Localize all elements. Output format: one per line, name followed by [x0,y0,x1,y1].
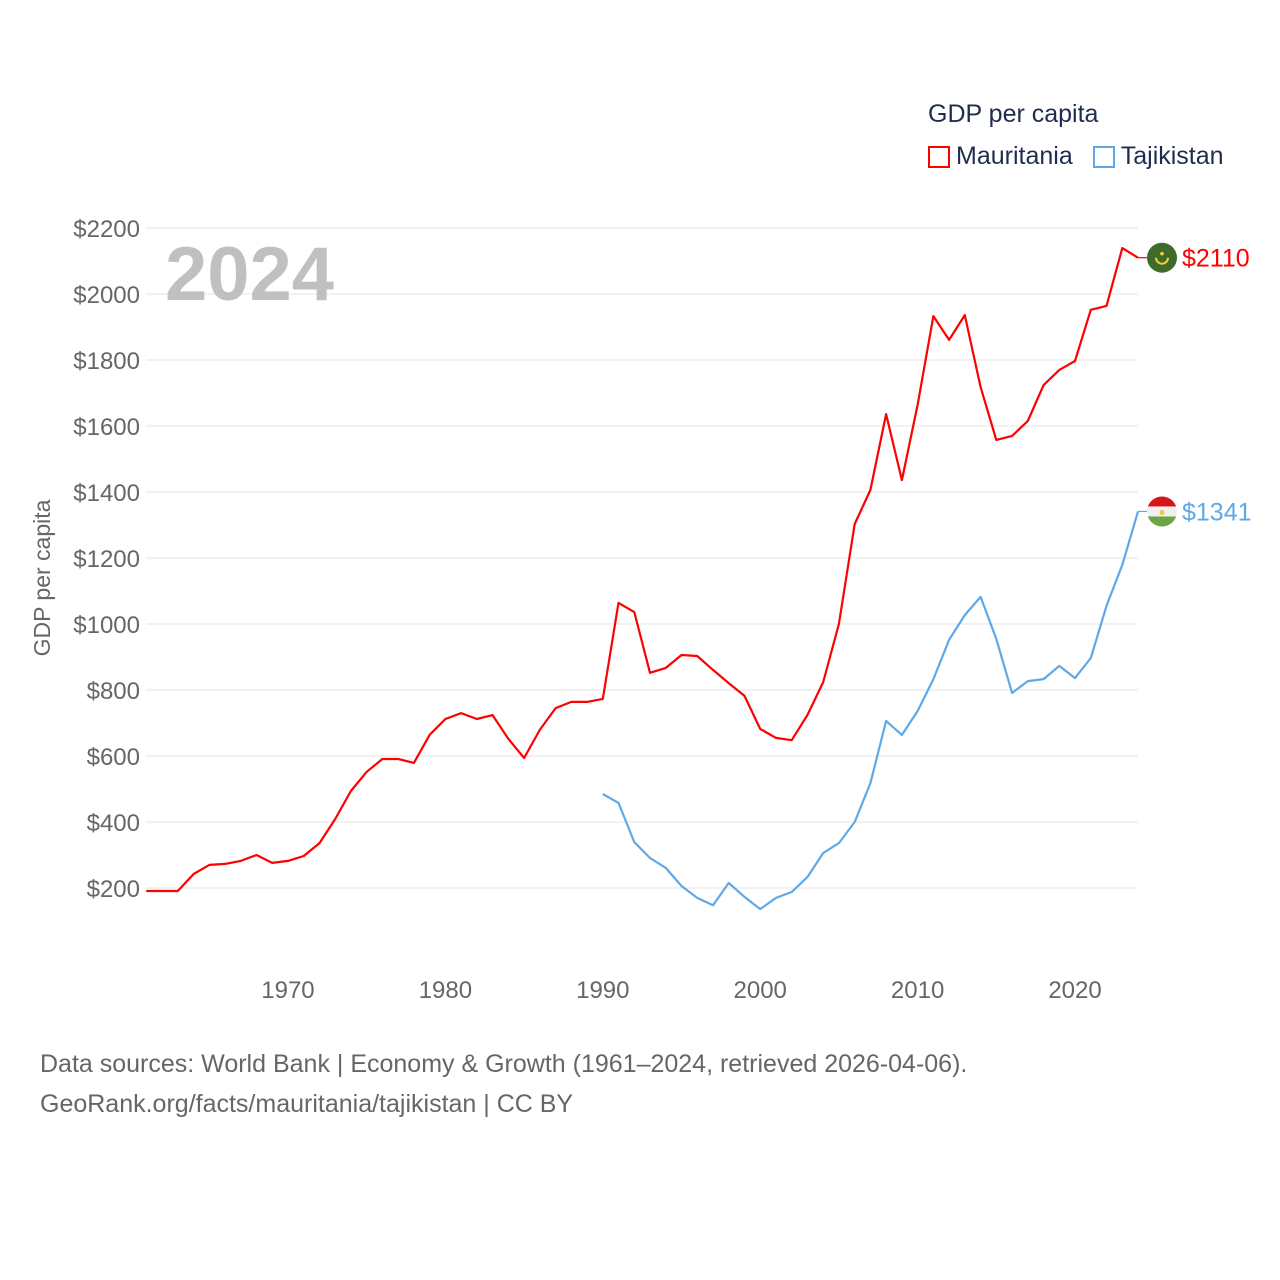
y-tick-label: $400 [87,810,140,837]
legend-swatch [928,145,950,168]
end-value-label: $1341 [1182,498,1252,526]
legend-label: Tajikistan [1120,142,1224,170]
data-sources: Data sources: World Bank | Economy & Gro… [40,1050,968,1078]
x-tick-label: 1970 [261,977,314,1004]
y-axis-label: GDP per capita [29,499,55,656]
y-tick-label: $1600 [73,414,140,441]
y-tick-label: $2000 [73,282,140,309]
x-tick-label: 1990 [576,977,629,1004]
y-tick-label: $1200 [73,546,140,573]
x-tick-label: 1980 [419,977,472,1004]
legend-item-tajikistan[interactable]: Tajikistan [1092,142,1224,171]
legend-item-mauritania[interactable]: Mauritania [928,142,1073,171]
legend: Mauritania Tajikistan [928,142,1224,171]
footer: Data sources: World Bank | Economy & Gro… [40,1044,967,1124]
flag-icon-tajikistan [1147,496,1177,527]
legend-swatch [1092,145,1115,168]
y-tick-label: $200 [87,876,140,903]
y-tick-label: $1000 [73,612,140,639]
series-line-mauritania [146,247,1139,893]
series-line-tajikistan [602,511,1140,911]
legend-label: Mauritania [956,142,1073,170]
y-tick-label: $1400 [73,480,140,507]
x-tick-label: 2000 [734,977,787,1004]
flag-icon-mauritania [1147,242,1177,273]
y-tick-label: $800 [87,678,140,705]
legend-title: GDP per capita [928,100,1099,128]
x-tick-label: 2020 [1048,977,1101,1004]
year-watermark: 2024 [165,232,334,317]
y-tick-label: $1800 [73,348,140,375]
attribution-link[interactable]: GeoRank.org/facts/mauritania/tajikistan … [40,1090,574,1118]
x-tick-label: 2010 [891,977,944,1004]
y-tick-label: $600 [87,744,140,771]
y-tick-label: $2200 [73,216,140,243]
end-value-label: $2110 [1182,245,1250,273]
